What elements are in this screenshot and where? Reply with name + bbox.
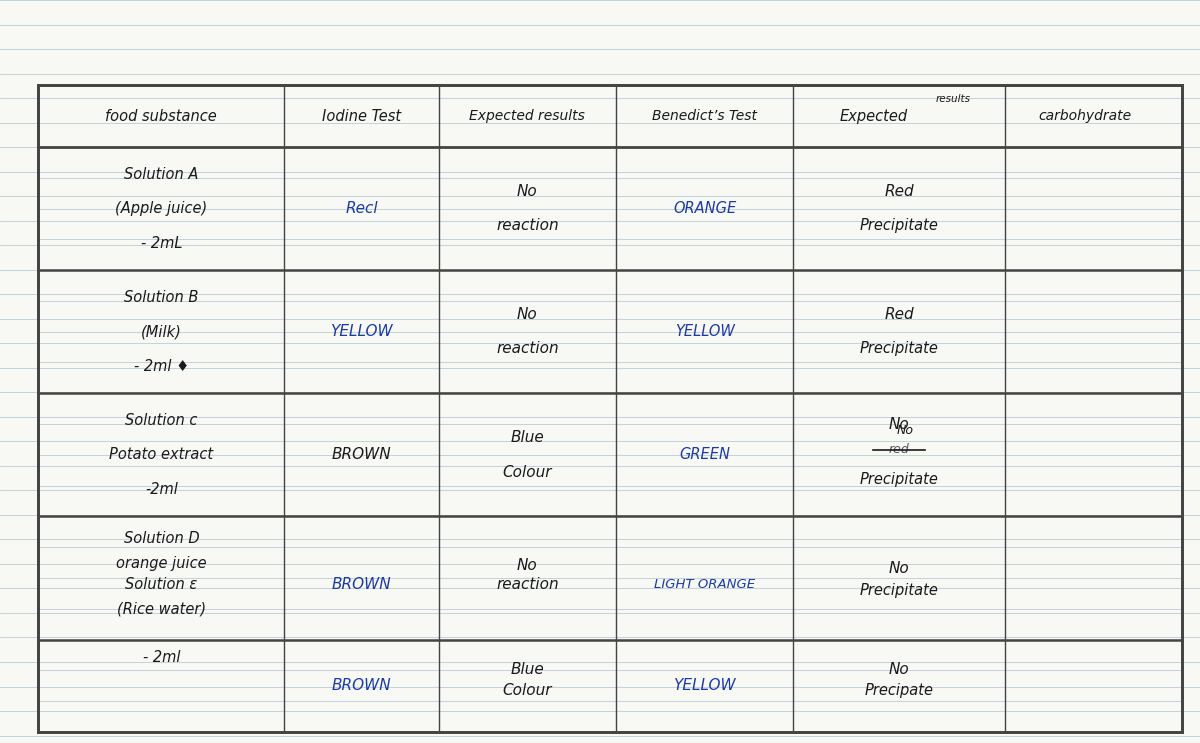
Text: Iodine Test: Iodine Test bbox=[322, 108, 401, 124]
Text: Precipate: Precipate bbox=[864, 683, 934, 698]
Text: - 2mL: - 2mL bbox=[140, 236, 182, 250]
Text: Expected results: Expected results bbox=[469, 109, 586, 123]
Text: BROWN: BROWN bbox=[331, 447, 391, 462]
Text: YELLOW: YELLOW bbox=[673, 678, 736, 693]
Text: results: results bbox=[936, 94, 971, 104]
Text: BROWN: BROWN bbox=[331, 678, 391, 693]
Text: Colour: Colour bbox=[503, 683, 552, 698]
Text: food substance: food substance bbox=[106, 108, 217, 124]
Text: Potato extract: Potato extract bbox=[109, 447, 214, 462]
Text: YELLOW: YELLOW bbox=[674, 324, 734, 340]
Text: No: No bbox=[517, 558, 538, 573]
Text: Solution ε: Solution ε bbox=[125, 577, 198, 591]
Text: GREEN: GREEN bbox=[679, 447, 730, 462]
Text: (Apple juice): (Apple juice) bbox=[115, 201, 208, 216]
Text: ORANGE: ORANGE bbox=[673, 201, 736, 216]
Text: Solution A: Solution A bbox=[124, 166, 198, 181]
Text: Red: Red bbox=[884, 184, 913, 199]
Text: Precipitate: Precipitate bbox=[859, 472, 938, 487]
Text: carbohydrate: carbohydrate bbox=[1038, 109, 1132, 123]
Text: reaction: reaction bbox=[496, 218, 559, 233]
Text: Solution c: Solution c bbox=[125, 413, 198, 428]
Text: reaction: reaction bbox=[496, 342, 559, 357]
Text: - 2ml ♦: - 2ml ♦ bbox=[133, 359, 188, 374]
Text: No: No bbox=[888, 661, 910, 677]
Text: Blue: Blue bbox=[510, 661, 544, 677]
Text: No: No bbox=[888, 417, 910, 432]
Text: Precipitate: Precipitate bbox=[859, 342, 938, 357]
Text: Precipitate: Precipitate bbox=[859, 218, 938, 233]
Text: YELLOW: YELLOW bbox=[330, 324, 392, 340]
Text: No: No bbox=[517, 184, 538, 199]
Text: No: No bbox=[517, 307, 538, 322]
Text: Expected: Expected bbox=[840, 108, 907, 124]
Text: LIGHT ORANGE: LIGHT ORANGE bbox=[654, 577, 755, 591]
Text: - 2ml: - 2ml bbox=[143, 650, 180, 666]
Text: No: No bbox=[888, 561, 910, 576]
Text: No: No bbox=[896, 424, 913, 437]
Text: Benedict’s Test: Benedict’s Test bbox=[652, 109, 757, 123]
Text: Colour: Colour bbox=[503, 464, 552, 479]
Text: Recl: Recl bbox=[346, 201, 378, 216]
Text: (Rice water): (Rice water) bbox=[116, 601, 206, 616]
Text: orange juice: orange juice bbox=[116, 556, 206, 571]
Text: Solution B: Solution B bbox=[124, 290, 198, 305]
Text: Precipitate: Precipitate bbox=[859, 583, 938, 598]
Text: -2ml: -2ml bbox=[145, 481, 178, 497]
Text: red: red bbox=[888, 444, 910, 456]
Text: (Milk): (Milk) bbox=[140, 324, 181, 340]
Text: Red: Red bbox=[884, 307, 913, 322]
Text: reaction: reaction bbox=[496, 577, 559, 591]
Text: Blue: Blue bbox=[510, 430, 544, 445]
Text: Solution D: Solution D bbox=[124, 531, 199, 546]
Text: BROWN: BROWN bbox=[331, 577, 391, 591]
